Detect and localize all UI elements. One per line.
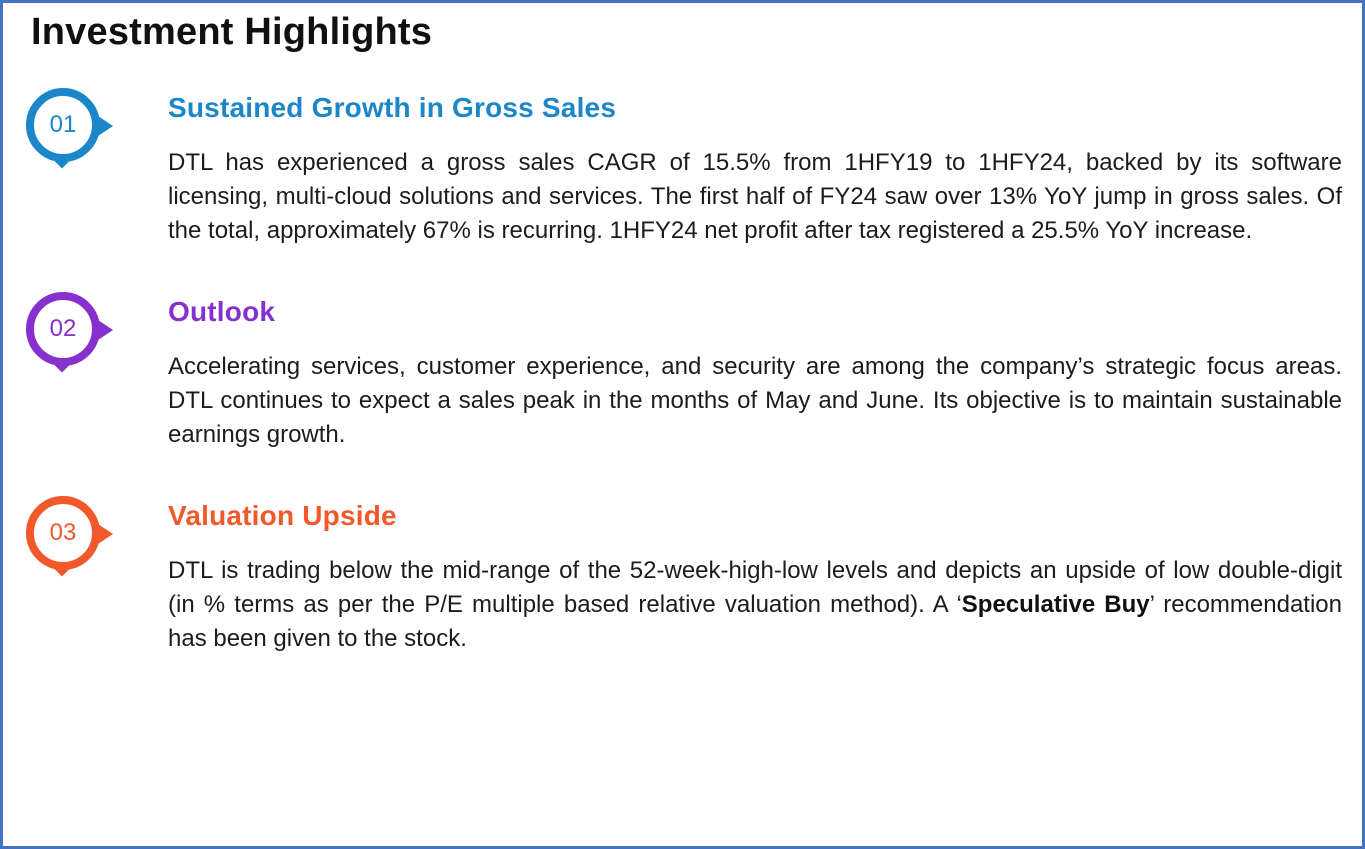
section-number-badge: 01: [26, 88, 100, 162]
section-marker-column: 01: [21, 80, 168, 170]
section-marker-column: 03: [21, 488, 168, 578]
body-text-pre: DTL is trading below the mid-range of th…: [168, 557, 1342, 618]
section-body-text: DTL has experienced a gross sales CAGR o…: [168, 149, 1342, 244]
recommendation-emphasis: Speculative Buy: [961, 591, 1150, 618]
section-sustained-growth: 01 Sustained Growth in Gross Sales DTL h…: [3, 80, 1362, 248]
section-body-text: Accelerating services, customer experien…: [168, 353, 1342, 448]
section-marker-column: 02: [21, 284, 168, 374]
section-number-badge: 02: [26, 292, 100, 366]
body-text-post: ’ recommendation has been given to the s…: [168, 591, 1342, 652]
section-outlook: 02 Outlook Accelerating services, custom…: [3, 284, 1362, 452]
section-body-text: DTL is trading below the mid-range of th…: [168, 554, 1342, 656]
section-content: Outlook Accelerating services, customer …: [168, 284, 1342, 452]
section-content: Sustained Growth in Gross Sales DTL has …: [168, 80, 1342, 248]
section-heading: Outlook: [168, 296, 276, 327]
section-number-badge: 03: [26, 496, 100, 570]
section-heading: Sustained Growth in Gross Sales: [168, 92, 617, 123]
section-content: Valuation Upside DTL is trading below th…: [168, 488, 1342, 656]
numbered-pin-icon: 02: [21, 288, 121, 374]
section-heading: Valuation Upside: [168, 500, 397, 531]
section-valuation-upside: 03 Valuation Upside DTL is trading below…: [3, 488, 1362, 656]
numbered-pin-icon: 01: [21, 84, 121, 170]
numbered-pin-icon: 03: [21, 492, 121, 578]
page-title: Investment Highlights: [31, 11, 433, 53]
